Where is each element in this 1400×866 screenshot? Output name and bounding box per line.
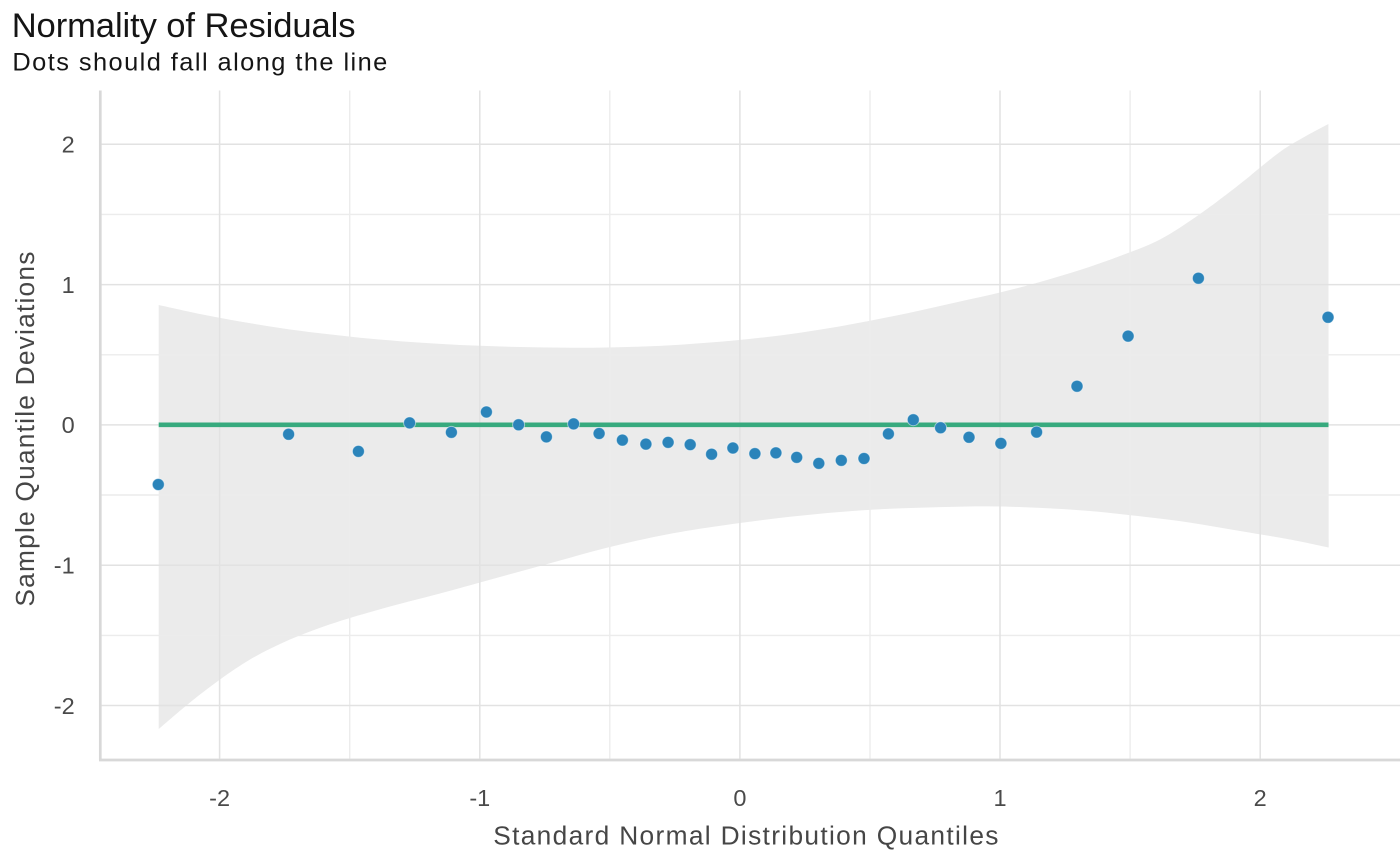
svg-text:Normality of Residuals: Normality of Residuals (12, 7, 356, 45)
svg-text:Sample Quantile Deviations: Sample Quantile Deviations (10, 250, 40, 606)
svg-text:2: 2 (62, 132, 75, 158)
svg-text:-2: -2 (209, 785, 230, 811)
svg-text:2: 2 (1254, 785, 1267, 811)
svg-text:Dots should fall along the lin: Dots should fall along the line (12, 49, 388, 77)
svg-text:0: 0 (62, 412, 75, 438)
svg-text:1: 1 (993, 785, 1006, 811)
svg-text:-1: -1 (469, 785, 490, 811)
svg-text:-2: -2 (54, 693, 75, 719)
svg-text:1: 1 (62, 272, 75, 298)
svg-text:0: 0 (733, 785, 746, 811)
svg-text:Standard Normal Distribution Q: Standard Normal Distribution Quantiles (493, 820, 1000, 850)
svg-text:-1: -1 (54, 553, 75, 579)
